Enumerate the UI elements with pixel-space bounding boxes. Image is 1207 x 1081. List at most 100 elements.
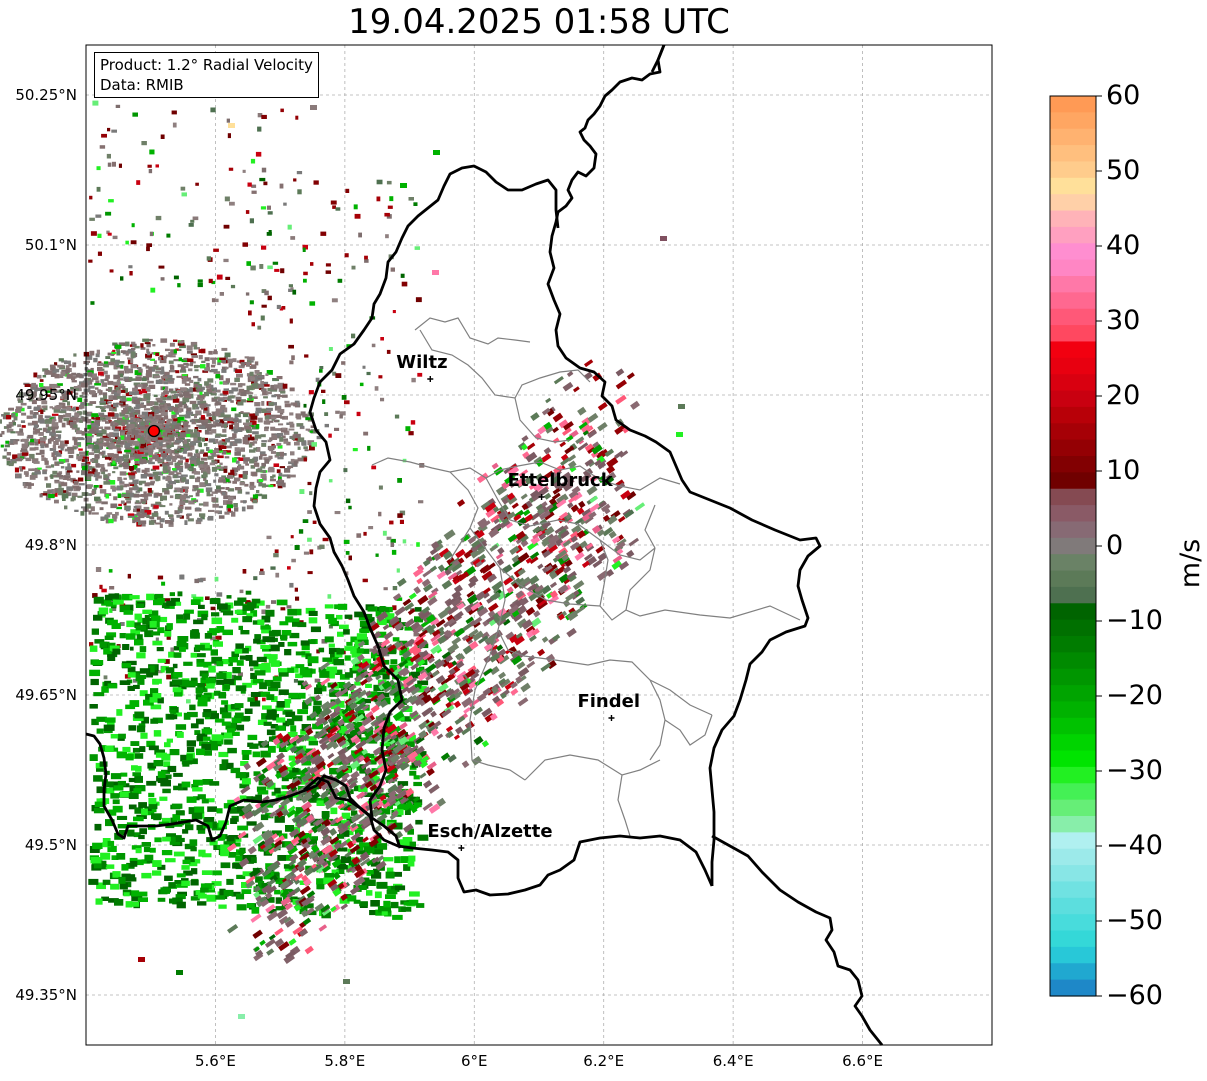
echo-pixel <box>89 754 98 761</box>
echo-pixel <box>145 452 151 456</box>
echo-pixel <box>615 379 627 390</box>
echo-pixel <box>207 431 213 435</box>
echo-pixel <box>575 596 586 606</box>
echo-pixel <box>214 510 220 514</box>
echo-pixel <box>252 431 259 435</box>
echo-pixel <box>104 399 109 405</box>
echo-pixel <box>107 162 112 167</box>
echo-pixel <box>197 794 206 800</box>
echo-pixel <box>318 647 325 653</box>
echo-pixel <box>115 458 121 462</box>
echo-pixel <box>259 451 266 455</box>
echo-pixel <box>90 678 99 686</box>
echo-pixel <box>65 368 70 373</box>
echo-pixel <box>274 268 280 272</box>
echo-pixel <box>267 205 271 210</box>
echo-pixel <box>75 418 82 423</box>
echo-pixel <box>281 482 286 488</box>
echo-pixel <box>195 449 199 454</box>
echo-pixel <box>129 595 140 600</box>
echo-pixel <box>134 391 141 395</box>
echo-pixel <box>183 486 189 489</box>
echo-pixel <box>381 692 390 698</box>
echo-pixel <box>373 868 380 876</box>
echo-pixel <box>197 701 208 707</box>
echo-pixel <box>277 409 285 413</box>
echo-pixel <box>189 475 195 479</box>
echo-pixel <box>73 353 77 357</box>
echo-pixel <box>303 403 307 408</box>
echo-pixel <box>289 770 297 777</box>
echo-pixel <box>216 808 223 814</box>
echo-pixel <box>162 836 171 842</box>
echo-pixel <box>262 697 266 702</box>
echo-pixel <box>96 349 100 355</box>
echo-pixel <box>33 424 39 429</box>
echo-pixel <box>174 487 180 492</box>
echo-pixel <box>166 374 173 380</box>
echo-pixel <box>193 364 199 369</box>
echo-pixel <box>155 409 160 413</box>
echo-pixel <box>166 420 171 425</box>
echo-pixel <box>217 834 226 841</box>
echo-pixel <box>223 468 228 473</box>
echo-pixel <box>305 428 310 431</box>
echo-pixel <box>103 469 108 472</box>
echo-pixel <box>603 506 611 515</box>
echo-pixel <box>96 728 104 734</box>
echo-pixel <box>119 605 131 613</box>
echo-pixel <box>426 653 435 662</box>
echo-pixel <box>72 485 80 489</box>
echo-pixel <box>139 448 145 452</box>
echo-pixel <box>496 558 505 566</box>
echo-pixel <box>265 410 272 414</box>
echo-pixel <box>403 864 411 871</box>
echo-pixel <box>20 448 28 452</box>
echo-pixel <box>130 408 135 413</box>
echo-pixel <box>20 402 27 406</box>
echo-pixel <box>249 857 257 864</box>
echo-pixel <box>146 443 152 446</box>
echo-pixel <box>402 823 414 833</box>
echo-pixel <box>97 251 102 256</box>
echo-pixel <box>132 396 138 400</box>
echo-pixel <box>54 373 60 379</box>
echo-pixel <box>232 441 238 446</box>
echo-pixel <box>184 609 194 614</box>
echo-pixel <box>94 639 105 644</box>
echo-pixel <box>58 450 63 455</box>
echo-pixel <box>102 435 109 438</box>
echo-pixel <box>52 456 57 461</box>
echo-pixel <box>221 721 231 726</box>
echo-pixel <box>45 370 53 375</box>
echo-pixel <box>339 830 350 837</box>
echo-pixel <box>262 636 270 642</box>
echo-pixel <box>369 663 377 669</box>
echo-pixel <box>396 568 400 573</box>
echo-pixel <box>146 400 150 403</box>
echo-pixel <box>158 265 165 269</box>
echo-pixel <box>171 803 183 809</box>
echo-pixel <box>183 661 193 666</box>
echo-pixel <box>134 622 141 628</box>
echo-pixel <box>101 409 107 412</box>
echo-pixel <box>199 451 204 454</box>
echo-pixel <box>227 488 235 492</box>
echo-pixel <box>275 897 282 904</box>
echo-pixel <box>106 230 110 234</box>
echo-pixel <box>179 387 187 392</box>
echo-pixel <box>165 429 171 433</box>
echo-pixel <box>388 682 398 690</box>
echo-pixel <box>86 418 92 424</box>
echo-pixel <box>466 637 474 645</box>
echo-pixel <box>126 620 135 628</box>
echo-pixel <box>3 412 10 417</box>
echo-pixel <box>172 601 182 606</box>
echo-pixel <box>177 891 187 896</box>
echo-pixel <box>115 444 121 448</box>
echo-pixel <box>97 389 102 394</box>
echo-pixel <box>142 439 149 443</box>
echo-pixel <box>308 639 316 645</box>
echo-pixel <box>248 310 252 316</box>
echo-pixel <box>96 186 101 192</box>
